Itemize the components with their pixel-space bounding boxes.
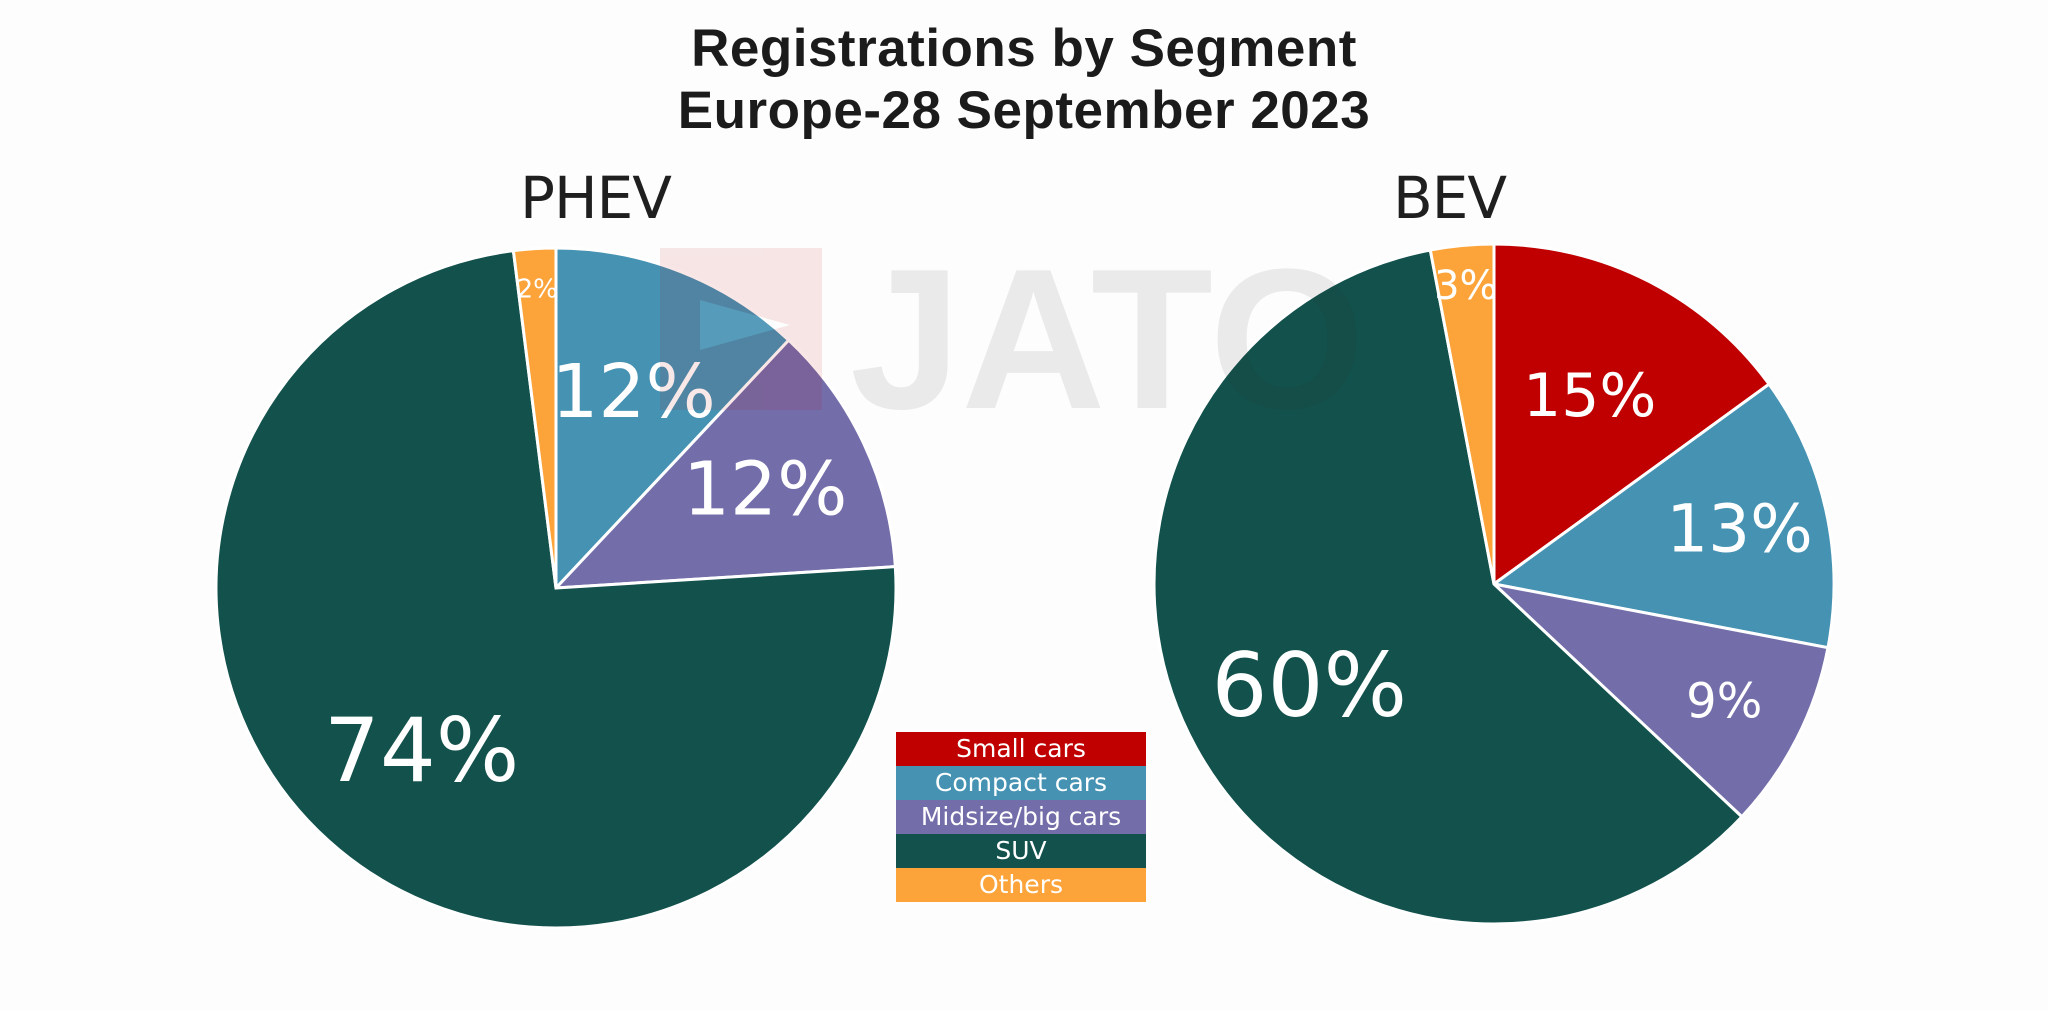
jato-watermark-text: JATO [850,228,1365,451]
phev-slice-label-others: 2% [517,274,558,304]
phev-slice-label-midsize-big-cars: 12% [683,447,847,533]
bev-slice-compact-cars [1490,382,1836,650]
phev-pie: 12% 12% 74% 2% [214,246,898,930]
bev-slice-label-compact-cars: 13% [1666,491,1813,568]
bev-pie: 15%13% 9% 60% 3% [1152,242,1836,926]
phev-slice-suv [214,249,898,930]
bev-slice-midsize-big-cars [1489,581,1830,819]
phev-slice-others [511,246,558,589]
legend-item-compact-cars: Compact cars [896,766,1146,800]
bev-pie-title: BEV [1393,164,1507,232]
phev-pie-title: PHEV [520,164,672,232]
legend: Small cars Compact cars Midsize/big cars… [896,732,1146,902]
phev-slice-compact-cars [554,246,791,592]
bev-slice-label-suv: 60% [1211,634,1407,737]
legend-item-midsize-big-cars: Midsize/big cars [896,800,1146,834]
jato-logo-square [660,248,822,410]
bev-slice-others [1428,242,1496,585]
jato-watermark: JATO [660,228,1365,451]
legend-item-small-cars: Small cars [896,732,1146,766]
chart-title-line1: Registrations by Segment [691,19,1357,78]
bev-slice-label-midsize-big-cars: 9% [1686,673,1762,729]
bev-slice-suv [1152,248,1744,926]
phev-slice-midsize-big-cars [552,338,897,590]
legend-item-others: Others [896,868,1146,902]
phev-slice-label-suv: 74% [324,699,520,802]
legend-item-suv: SUV [896,834,1146,868]
bev-slice-label-others: 3% [1434,263,1497,309]
jato-logo-arrow [700,300,790,350]
bev-slice-label-small-cars: 15% [1523,361,1656,431]
phev-slice-label-compact-cars: 12% [551,349,715,435]
bev-slice-small-cars [1492,242,1772,587]
chart-title-line2: Europe-28 September 2023 [677,81,1371,140]
